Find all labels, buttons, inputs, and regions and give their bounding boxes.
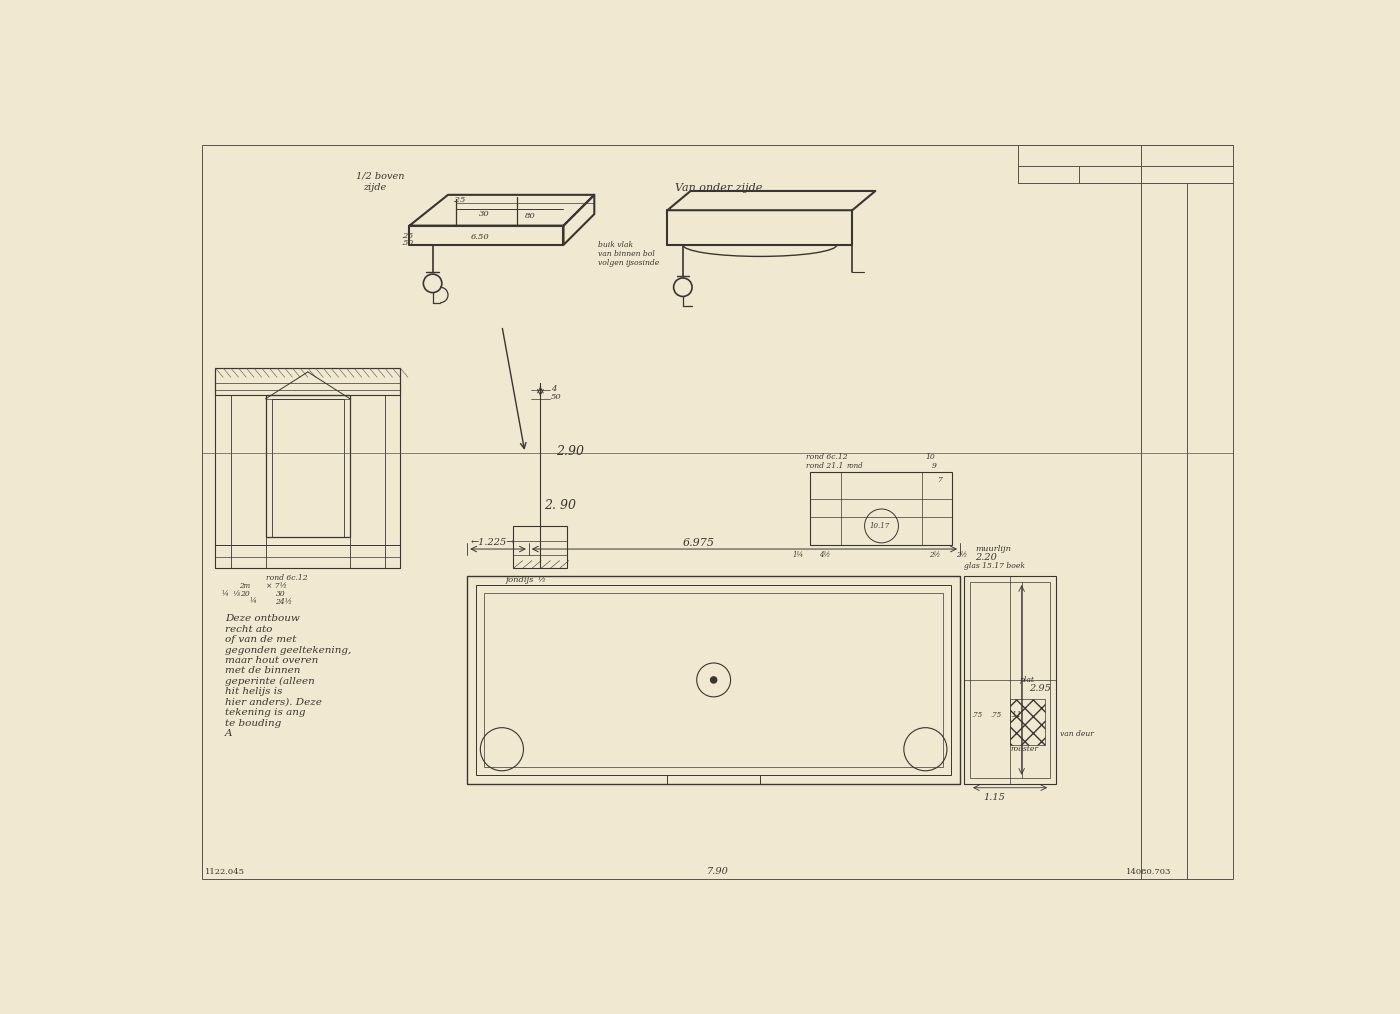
Text: Van onder zijde: Van onder zijde — [675, 184, 763, 194]
Bar — [272, 399, 344, 537]
Text: rond 21.1: rond 21.1 — [806, 462, 843, 470]
Text: 2½: 2½ — [930, 552, 941, 560]
Text: 2.90: 2.90 — [556, 445, 584, 458]
Text: buik vlak
van binnen bol
volgen ĳsosinde: buik vlak van binnen bol volgen ĳsosinde — [598, 241, 659, 268]
Text: 24½: 24½ — [276, 597, 293, 605]
Text: 6.50: 6.50 — [470, 233, 490, 241]
Text: 7: 7 — [937, 476, 942, 484]
Bar — [266, 395, 350, 537]
Text: .11: .11 — [1009, 711, 1022, 719]
Text: 10: 10 — [925, 453, 935, 460]
Text: 2m: 2m — [238, 582, 249, 590]
Text: 10.17: 10.17 — [869, 522, 890, 530]
Text: ¼  ⅛: ¼ ⅛ — [221, 590, 239, 598]
Text: zijde: zijde — [363, 184, 386, 193]
Bar — [231, 395, 266, 568]
Text: 80: 80 — [525, 212, 536, 220]
Text: 1¼: 1¼ — [792, 552, 804, 560]
Text: 7.90: 7.90 — [707, 867, 728, 875]
Text: .75: .75 — [972, 711, 983, 719]
Text: 2.95: 2.95 — [1029, 683, 1051, 693]
Text: ½: ½ — [538, 576, 546, 584]
Text: glas 15.17 boek: glas 15.17 boek — [963, 562, 1025, 570]
Text: 30: 30 — [276, 590, 286, 598]
Text: 14080.703: 14080.703 — [1127, 868, 1172, 875]
Text: 2½: 2½ — [956, 552, 967, 560]
Text: 1/2 boven: 1/2 boven — [356, 171, 405, 180]
Text: 1.15: 1.15 — [983, 793, 1005, 802]
Text: 20: 20 — [239, 590, 249, 598]
Text: × 7½: × 7½ — [266, 582, 287, 590]
Bar — [216, 368, 400, 395]
Text: 2. 90: 2. 90 — [545, 499, 577, 512]
Text: 50: 50 — [552, 392, 561, 401]
Text: .25: .25 — [402, 232, 414, 239]
Text: rond 6c.12: rond 6c.12 — [266, 575, 307, 582]
Bar — [1009, 700, 1044, 745]
Text: .50: .50 — [402, 238, 414, 246]
Bar — [809, 473, 952, 546]
Text: 30: 30 — [479, 210, 490, 218]
Text: 9: 9 — [931, 462, 937, 470]
Text: ←1.225→: ←1.225→ — [470, 538, 515, 548]
Bar — [484, 593, 944, 767]
Text: rond 6c.12: rond 6c.12 — [806, 453, 847, 460]
Text: 6.975: 6.975 — [683, 538, 715, 549]
Text: Deze ontbouw
recht ato
of van de met
gegonden geeltekening,
maar hout overen
met: Deze ontbouw recht ato of van de met geg… — [224, 614, 351, 738]
Text: fondijs: fondijs — [505, 576, 535, 584]
Bar — [963, 576, 1056, 784]
Text: .75: .75 — [991, 711, 1002, 719]
Text: van deur: van deur — [1060, 730, 1093, 738]
Text: .25: .25 — [452, 197, 465, 205]
Text: rooster: rooster — [1009, 745, 1037, 753]
Bar — [350, 395, 385, 568]
Bar — [514, 526, 567, 568]
Text: 4: 4 — [552, 385, 557, 393]
Circle shape — [711, 677, 717, 683]
Bar — [216, 368, 400, 568]
Bar — [970, 582, 1050, 778]
Bar — [216, 546, 400, 568]
Text: muurlijn: muurlijn — [976, 546, 1011, 554]
Text: 1122.045: 1122.045 — [206, 868, 245, 875]
Text: rond: rond — [847, 462, 864, 470]
Text: ¼: ¼ — [251, 597, 256, 605]
Text: 2.20: 2.20 — [976, 553, 997, 562]
Bar — [468, 576, 960, 784]
Text: 4½: 4½ — [819, 552, 830, 560]
Text: plat: plat — [1019, 676, 1035, 684]
Bar — [476, 585, 951, 775]
